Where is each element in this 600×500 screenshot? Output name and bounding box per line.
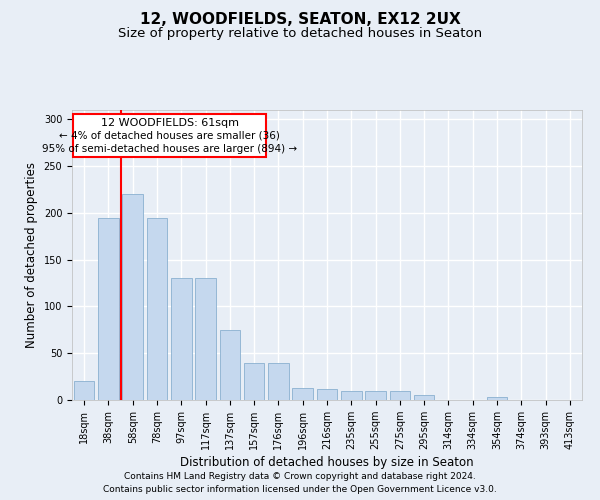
X-axis label: Distribution of detached houses by size in Seaton: Distribution of detached houses by size …	[180, 456, 474, 469]
Bar	[98, 218, 119, 400]
Text: 12 WOODFIELDS: 61sqm: 12 WOODFIELDS: 61sqm	[101, 118, 239, 128]
Bar	[146, 218, 167, 400]
FancyBboxPatch shape	[73, 114, 266, 157]
Bar	[122, 194, 143, 400]
Text: 12, WOODFIELDS, SEATON, EX12 2UX: 12, WOODFIELDS, SEATON, EX12 2UX	[140, 12, 460, 28]
Bar	[365, 390, 386, 400]
Y-axis label: Number of detached properties: Number of detached properties	[25, 162, 38, 348]
Bar	[341, 390, 362, 400]
Text: ← 4% of detached houses are smaller (36): ← 4% of detached houses are smaller (36)	[59, 131, 280, 141]
Bar	[74, 382, 94, 400]
Text: Contains public sector information licensed under the Open Government Licence v3: Contains public sector information licen…	[103, 485, 497, 494]
Bar	[171, 278, 191, 400]
Bar	[292, 388, 313, 400]
Bar	[195, 278, 216, 400]
Bar	[268, 362, 289, 400]
Bar	[389, 390, 410, 400]
Bar	[414, 396, 434, 400]
Bar	[317, 389, 337, 400]
Bar	[487, 397, 508, 400]
Text: 95% of semi-detached houses are larger (894) →: 95% of semi-detached houses are larger (…	[42, 144, 298, 154]
Text: Contains HM Land Registry data © Crown copyright and database right 2024.: Contains HM Land Registry data © Crown c…	[124, 472, 476, 481]
Bar	[244, 362, 265, 400]
Text: Size of property relative to detached houses in Seaton: Size of property relative to detached ho…	[118, 28, 482, 40]
Bar	[220, 330, 240, 400]
